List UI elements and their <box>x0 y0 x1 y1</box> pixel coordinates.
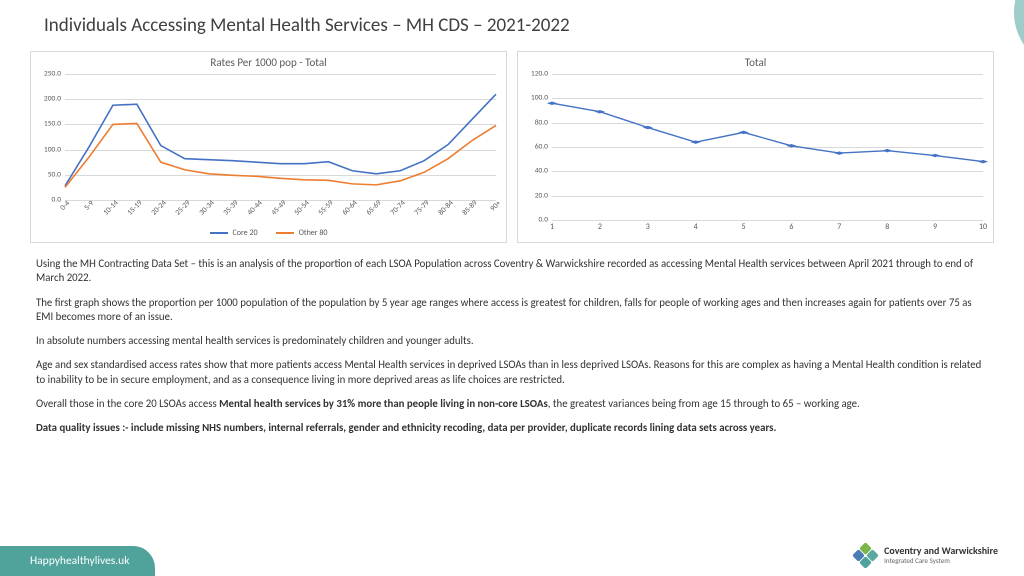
chart1-title: Rates Per 1000 pop - Total <box>31 52 506 69</box>
chart1-legend: Core 20 Other 80 <box>31 228 506 238</box>
y-tick-label: 120.0 <box>531 70 552 79</box>
x-tick-label: 25-29 <box>174 199 193 218</box>
x-tick-label: 30-34 <box>198 199 217 218</box>
x-tick-label: 60-64 <box>341 199 360 218</box>
page-title: Individuals Accessing Mental Health Serv… <box>0 0 1024 37</box>
body-text: Using the MH Contracting Data Set – this… <box>0 243 1024 435</box>
x-tick-label: 2 <box>598 220 602 232</box>
y-tick-label: 100.0 <box>531 94 552 103</box>
x-tick-label: 90+ <box>489 199 503 213</box>
chart1-plot: 0.050.0100.0150.0200.0250.00-45-910-1415… <box>65 74 496 200</box>
x-tick-label: 40-44 <box>245 199 264 218</box>
x-tick-label: 50-54 <box>293 199 312 218</box>
x-tick-label: 9 <box>933 220 937 232</box>
x-tick-label: 8 <box>885 220 889 232</box>
y-tick-label: 50.0 <box>48 170 65 179</box>
logo-mark-icon <box>852 542 878 568</box>
paragraph: Data quality issues :- include missing N… <box>36 421 988 435</box>
x-tick-label: 4 <box>694 220 698 232</box>
chart2-plot: 0.020.040.060.080.0100.0120.012345678910 <box>552 74 983 220</box>
legend-swatch <box>276 232 294 234</box>
y-tick-label: 150.0 <box>44 120 65 129</box>
chart-rates-per-1000: Rates Per 1000 pop - Total 0.050.0100.01… <box>30 51 507 243</box>
legend-swatch <box>210 232 228 234</box>
footer-label: Happyhealthylives.uk <box>30 554 129 568</box>
chart2-title: Total <box>518 52 993 69</box>
x-tick-label: 35-39 <box>221 199 240 218</box>
x-tick-label: 5 <box>742 220 746 232</box>
x-tick-label: 10-14 <box>102 199 121 218</box>
x-tick-label: 80-84 <box>437 199 456 218</box>
chart-lines <box>552 74 983 220</box>
x-tick-label: 6 <box>789 220 793 232</box>
paragraph: Using the MH Contracting Data Set – this… <box>36 257 988 286</box>
chart-total: Total 0.020.040.060.080.0100.0120.012345… <box>517 51 994 243</box>
charts-row: Rates Per 1000 pop - Total 0.050.0100.01… <box>0 37 1024 243</box>
gridline <box>552 220 983 221</box>
y-tick-label: 20.0 <box>535 191 552 200</box>
y-tick-label: 40.0 <box>535 167 552 176</box>
legend-item: Other 80 <box>276 228 328 238</box>
legend-label: Other 80 <box>299 228 328 238</box>
x-tick-label: 3 <box>646 220 650 232</box>
legend-label: Core 20 <box>233 228 258 238</box>
x-tick-label: 5-9 <box>83 199 96 212</box>
x-tick-label: 45-49 <box>269 199 288 218</box>
chart-lines <box>65 74 496 200</box>
x-tick-label: 65-69 <box>365 199 384 218</box>
footer-tab: Happyhealthylives.uk <box>0 546 155 576</box>
legend-item: Core 20 <box>210 228 258 238</box>
x-tick-label: 15-19 <box>126 199 145 218</box>
x-tick-label: 20-24 <box>150 199 169 218</box>
paragraph: The first graph shows the proportion per… <box>36 296 988 325</box>
x-tick-label: 55-59 <box>317 199 336 218</box>
y-tick-label: 250.0 <box>44 70 65 79</box>
x-tick-label: 1 <box>550 220 554 232</box>
x-tick-label: 10 <box>979 220 987 232</box>
paragraph: Overall those in the core 20 LSOAs acces… <box>36 397 988 411</box>
x-tick-label: 85-89 <box>461 199 480 218</box>
y-tick-label: 200.0 <box>44 95 65 104</box>
logo-text: Coventry and Warwickshire Integrated Car… <box>884 546 998 564</box>
x-tick-label: 75-79 <box>413 199 432 218</box>
ics-logo: Coventry and Warwickshire Integrated Car… <box>852 542 998 568</box>
y-tick-label: 80.0 <box>535 118 552 127</box>
y-tick-label: 100.0 <box>44 145 65 154</box>
x-tick-label: 70-74 <box>389 199 408 218</box>
paragraph: Age and sex standardised access rates sh… <box>36 358 988 387</box>
x-tick-label: 7 <box>837 220 841 232</box>
y-tick-label: 60.0 <box>535 143 552 152</box>
paragraph: In absolute numbers accessing mental hea… <box>36 334 988 348</box>
